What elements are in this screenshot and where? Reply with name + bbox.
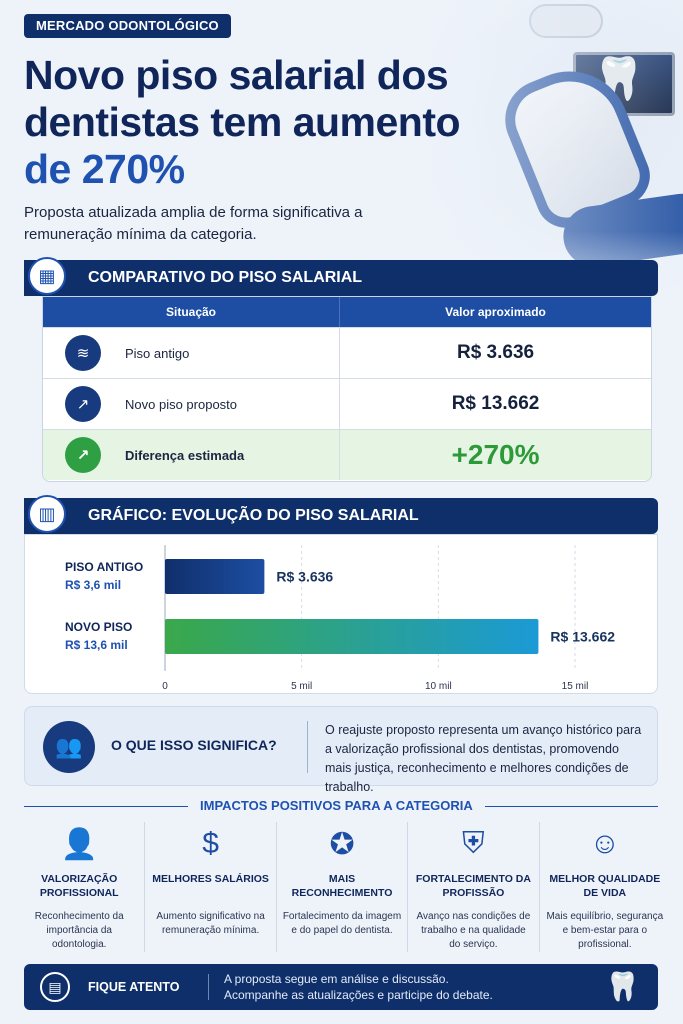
impact-text: Mais equilíbrio, segurança e bem-estar p… bbox=[546, 911, 664, 950]
grafico-title: GRÁFICO: EVOLUÇÃO DO PISO SALARIAL bbox=[88, 507, 419, 524]
table-row: ≋ Piso antigo R$ 3.636 bbox=[43, 327, 651, 378]
impact-title: MAIS RECONHECIMENTO bbox=[291, 873, 393, 899]
category-label: NOVO PISO bbox=[65, 620, 132, 634]
chart-bar bbox=[165, 559, 265, 594]
list-item: ☺ MELHOR QUALIDADE DE VIDA Mais equilíbr… bbox=[540, 822, 670, 952]
x-tick-label: 5 mil bbox=[291, 681, 312, 692]
row-label: Novo piso proposto bbox=[125, 396, 238, 412]
meaning-title: O QUE ISSO SIGNIFICA? bbox=[111, 737, 277, 753]
impact-text: Aumento significativo na remuneração mín… bbox=[156, 911, 265, 936]
impact-title: VALORIZAÇÃO PROFISSIONAL bbox=[39, 873, 119, 899]
medal-icon: ✪ bbox=[329, 827, 355, 861]
subtitle: Proposta atualizada amplia de forma sign… bbox=[24, 204, 363, 243]
impact-text: Fortalecimento da imagem e do papel do d… bbox=[282, 911, 402, 936]
headline-line-2: dentistas tem aumento bbox=[24, 99, 461, 145]
footer-text: A proposta segue em análise e discussão.… bbox=[224, 971, 493, 1003]
comparativo-header: COMPARATIVO DO PISO SALARIAL bbox=[24, 260, 658, 296]
row-value: R$ 13.662 bbox=[451, 393, 540, 414]
money-coins-icon: $ bbox=[202, 827, 219, 860]
impacts-list: 👤 VALORIZAÇÃO PROFISSIONAL Reconheciment… bbox=[14, 822, 670, 952]
person-cheer-icon: ☺ bbox=[589, 827, 621, 860]
list-item: ✪ MAIS RECONHECIMENTO Fortalecimento da … bbox=[277, 822, 409, 952]
grafico-header: GRÁFICO: EVOLUÇÃO DO PISO SALARIAL bbox=[24, 498, 658, 534]
bar-chart-icon: ▥ bbox=[28, 495, 66, 533]
trend-up-icon: ↗ bbox=[65, 386, 101, 422]
x-tick-label: 15 mil bbox=[562, 681, 589, 692]
chart-bar bbox=[165, 619, 539, 654]
row-label: Diferença estimada bbox=[125, 447, 245, 463]
category-label: PISO ANTIGO bbox=[65, 560, 143, 574]
bar-value-label: R$ 13.662 bbox=[550, 629, 615, 645]
list-item: $ MELHORES SALÁRIOS Aumento significativ… bbox=[145, 822, 277, 952]
meaning-text: O reajuste proposto representa um avanço… bbox=[325, 723, 642, 794]
category-sublabel: R$ 13,6 mil bbox=[65, 638, 128, 652]
comparativo-title: COMPARATIVO DO PISO SALARIAL bbox=[88, 269, 363, 286]
category-sublabel: R$ 3,6 mil bbox=[65, 578, 121, 592]
user-star-icon: 👤 bbox=[60, 827, 98, 861]
col-valor: Valor aproximado bbox=[445, 305, 546, 319]
headline-highlight: de 270% bbox=[24, 146, 185, 192]
comparison-table: Situação Valor aproximado ≋ Piso antigo … bbox=[42, 296, 652, 482]
shield-tooth-icon: ⛨ bbox=[462, 827, 485, 860]
list-item: ⛨ FORTALECIMENTO DA PROFISSÃO Avanço nas… bbox=[408, 822, 540, 952]
impact-text: Avanço nas condições de trabalho e na qu… bbox=[416, 911, 531, 950]
document-icon: ▤ bbox=[40, 972, 70, 1002]
footer-line-2: Acompanhe as atualizações e participe do… bbox=[224, 988, 493, 1002]
row-label: Piso antigo bbox=[125, 345, 190, 361]
footer-banner: ▤ FIQUE ATENTO A proposta segue em análi… bbox=[24, 964, 658, 1010]
footer-line-1: A proposta segue em análise e discussão. bbox=[224, 972, 449, 986]
table-row: ↗ Novo piso proposto R$ 13.662 bbox=[43, 378, 651, 429]
headline: Novo piso salarial dos dentistas tem aum… bbox=[24, 52, 504, 193]
group-people-icon: 👥 bbox=[43, 721, 95, 773]
row-value: R$ 3.636 bbox=[456, 342, 535, 363]
tooth-icon: 🦷 bbox=[605, 971, 640, 1002]
table-row: ↗ Diferença estimada +270% bbox=[43, 429, 651, 480]
coins-icon: ≋ bbox=[65, 335, 101, 371]
impact-title: MELHOR QUALIDADE DE VIDA bbox=[549, 873, 661, 899]
impacts-title: IMPACTOS POSITIVOS PARA A CATEGORIA bbox=[188, 798, 485, 813]
headline-line-1: Novo piso salarial dos bbox=[24, 52, 449, 98]
list-item: 👤 VALORIZAÇÃO PROFISSIONAL Reconheciment… bbox=[14, 822, 146, 952]
bar-value-label: R$ 3.636 bbox=[276, 569, 333, 585]
category-tag: MERCADO ODONTOLÓGICO bbox=[24, 14, 231, 38]
impact-title: FORTALECIMENTO DA PROFISSÃO bbox=[415, 873, 531, 899]
impact-text: Reconhecimento da importância da odontol… bbox=[34, 911, 124, 950]
salary-chart: 0 5 mil 10 mil 15 mil R$ 3.636 PISO ANTIGO R$ … bbox=[24, 534, 658, 694]
meaning-box: 👥 O QUE ISSO SIGNIFICA? O reajuste propo… bbox=[24, 706, 658, 794]
salary-chart-svg: 0 5 mil 10 mil 15 mil R$ 3.636 PISO ANTIGO R$ … bbox=[65, 545, 615, 692]
trend-up-green-icon: ↗ bbox=[65, 437, 101, 473]
col-situacao: Situação bbox=[43, 297, 341, 327]
impact-title: MELHORES SALÁRIOS bbox=[152, 873, 269, 885]
x-tick-label: 0 bbox=[162, 681, 168, 692]
table-header: Situação Valor aproximado bbox=[43, 297, 651, 327]
x-tick-label: 10 mil bbox=[425, 681, 452, 692]
row-value-diff: +270% bbox=[451, 439, 540, 470]
calendar-icon: ▦ bbox=[28, 257, 66, 295]
footer-title: FIQUE ATENTO bbox=[88, 980, 180, 994]
